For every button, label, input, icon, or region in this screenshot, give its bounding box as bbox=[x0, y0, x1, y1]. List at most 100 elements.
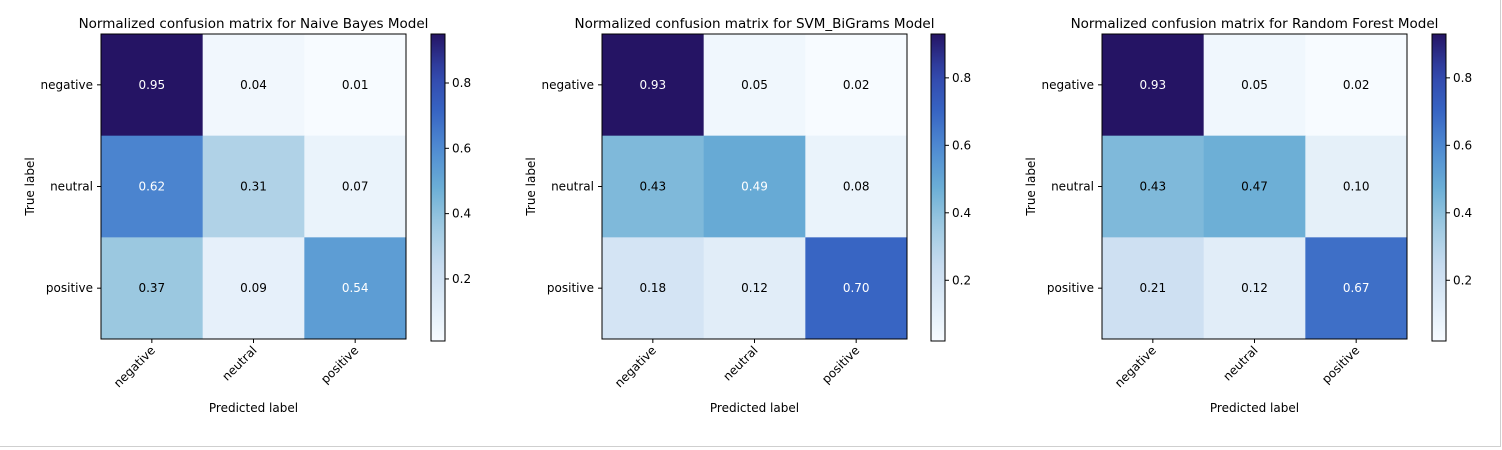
heatmap-cell bbox=[202, 34, 305, 137]
heatmap-cell bbox=[1305, 34, 1408, 137]
cell-value-label: 0.01 bbox=[342, 78, 369, 92]
chart-title: Normalized confusion matrix for Random F… bbox=[1071, 16, 1439, 32]
y-tick-label: positive bbox=[46, 281, 93, 295]
colorbar bbox=[430, 33, 446, 342]
heatmap-cell bbox=[1102, 34, 1205, 137]
colorbar-tick-label: 0.8 bbox=[952, 71, 971, 85]
cell-value-label: 0.02 bbox=[843, 78, 870, 92]
cell-value-label: 0.02 bbox=[1343, 78, 1370, 92]
confusion-matrix-panel: Normalized confusion matrix for SVM_BiGr… bbox=[524, 16, 971, 415]
cell-value-label: 0.10 bbox=[1343, 180, 1370, 194]
y-axis-label: True label bbox=[524, 157, 538, 216]
heatmap-cell bbox=[703, 237, 806, 340]
heatmap-cell bbox=[805, 237, 908, 340]
heatmap-cell bbox=[805, 34, 908, 137]
heatmap-cell bbox=[602, 34, 705, 137]
cell-value-label: 0.08 bbox=[843, 180, 870, 194]
cell-value-label: 0.54 bbox=[342, 281, 369, 295]
y-tick-label: neutral bbox=[551, 180, 594, 194]
cell-value-label: 0.12 bbox=[741, 281, 768, 295]
y-axis-label: True label bbox=[1024, 157, 1038, 216]
colorbar-tick-label: 0.6 bbox=[952, 138, 971, 152]
y-tick-label: negative bbox=[542, 78, 594, 92]
y-tick-label: negative bbox=[41, 78, 93, 92]
heatmap-cell bbox=[304, 135, 407, 238]
x-tick-label: neutral bbox=[219, 343, 259, 383]
cell-value-label: 0.12 bbox=[1241, 281, 1268, 295]
heatmap-cell bbox=[602, 135, 705, 238]
heatmap-cell bbox=[202, 135, 305, 238]
colorbar-tick-label: 0.8 bbox=[452, 76, 471, 90]
x-axis-label: Predicted label bbox=[209, 401, 298, 415]
confusion-matrix-panel: Normalized confusion matrix for Random F… bbox=[1024, 16, 1472, 415]
heatmap-cell bbox=[1102, 237, 1205, 340]
cell-value-label: 0.05 bbox=[1241, 78, 1268, 92]
heatmap-cell bbox=[1305, 135, 1408, 238]
colorbar-tick-label: 0.6 bbox=[1453, 138, 1472, 152]
heatmap-cell bbox=[1305, 237, 1408, 340]
cell-value-label: 0.47 bbox=[1241, 180, 1268, 194]
x-axis-label: Predicted label bbox=[1210, 401, 1299, 415]
cell-value-label: 0.62 bbox=[138, 180, 165, 194]
cell-value-label: 0.09 bbox=[240, 281, 267, 295]
heatmap-cell bbox=[101, 237, 204, 340]
cell-value-label: 0.93 bbox=[1139, 78, 1166, 92]
heatmap-cell bbox=[101, 135, 204, 238]
x-tick-label: positive bbox=[819, 343, 862, 386]
heatmap-cell bbox=[703, 34, 806, 137]
heatmap-cell bbox=[304, 237, 407, 340]
cell-value-label: 0.04 bbox=[240, 78, 267, 92]
colorbar-tick-label: 0.4 bbox=[952, 206, 971, 220]
heatmap-cell bbox=[1203, 135, 1306, 238]
cell-value-label: 0.49 bbox=[741, 180, 768, 194]
colorbar-tick-label: 0.2 bbox=[952, 273, 971, 287]
chart-title: Normalized confusion matrix for Naive Ba… bbox=[79, 16, 429, 32]
heatmap-cell bbox=[1102, 135, 1205, 238]
y-tick-label: positive bbox=[1047, 281, 1094, 295]
cell-value-label: 0.67 bbox=[1343, 281, 1370, 295]
colorbar bbox=[1431, 33, 1447, 342]
x-axis-label: Predicted label bbox=[710, 401, 799, 415]
chart-title: Normalized confusion matrix for SVM_BiGr… bbox=[575, 16, 935, 32]
y-axis-label: True label bbox=[23, 157, 37, 216]
x-tick-label: negative bbox=[612, 343, 659, 390]
x-tick-label: negative bbox=[1112, 343, 1159, 390]
x-tick-label: positive bbox=[1319, 343, 1362, 386]
y-tick-label: neutral bbox=[1051, 180, 1094, 194]
x-tick-label: negative bbox=[111, 343, 158, 390]
cell-value-label: 0.70 bbox=[843, 281, 870, 295]
cell-value-label: 0.05 bbox=[741, 78, 768, 92]
y-tick-label: neutral bbox=[50, 180, 93, 194]
cell-value-label: 0.95 bbox=[138, 78, 165, 92]
colorbar-tick-label: 0.4 bbox=[452, 207, 471, 221]
heatmap-cell bbox=[304, 34, 407, 137]
cell-value-label: 0.43 bbox=[1139, 180, 1166, 194]
heatmap-cell bbox=[202, 237, 305, 340]
heatmap-cell bbox=[1203, 237, 1306, 340]
cell-value-label: 0.07 bbox=[342, 180, 369, 194]
y-tick-label: negative bbox=[1042, 78, 1094, 92]
cell-value-label: 0.43 bbox=[639, 180, 666, 194]
confusion-matrix-panel: Normalized confusion matrix for Naive Ba… bbox=[23, 16, 471, 415]
colorbar-tick-label: 0.8 bbox=[1453, 71, 1472, 85]
heatmap-cell bbox=[703, 135, 806, 238]
heatmap-cell bbox=[805, 135, 908, 238]
colorbar bbox=[930, 33, 946, 342]
colorbar-tick-label: 0.4 bbox=[1453, 206, 1472, 220]
y-tick-label: positive bbox=[547, 281, 594, 295]
x-tick-label: neutral bbox=[720, 343, 760, 383]
colorbar-tick-label: 0.6 bbox=[452, 141, 471, 155]
cell-value-label: 0.18 bbox=[639, 281, 666, 295]
cell-value-label: 0.37 bbox=[138, 281, 165, 295]
cell-value-label: 0.21 bbox=[1139, 281, 1166, 295]
colorbar-tick-label: 0.2 bbox=[1453, 273, 1472, 287]
heatmap-cell bbox=[1203, 34, 1306, 137]
cell-value-label: 0.93 bbox=[639, 78, 666, 92]
x-tick-label: positive bbox=[318, 343, 361, 386]
heatmap-cell bbox=[602, 237, 705, 340]
heatmap-cell bbox=[101, 34, 204, 137]
colorbar-tick-label: 0.2 bbox=[452, 272, 471, 286]
cell-value-label: 0.31 bbox=[240, 180, 267, 194]
